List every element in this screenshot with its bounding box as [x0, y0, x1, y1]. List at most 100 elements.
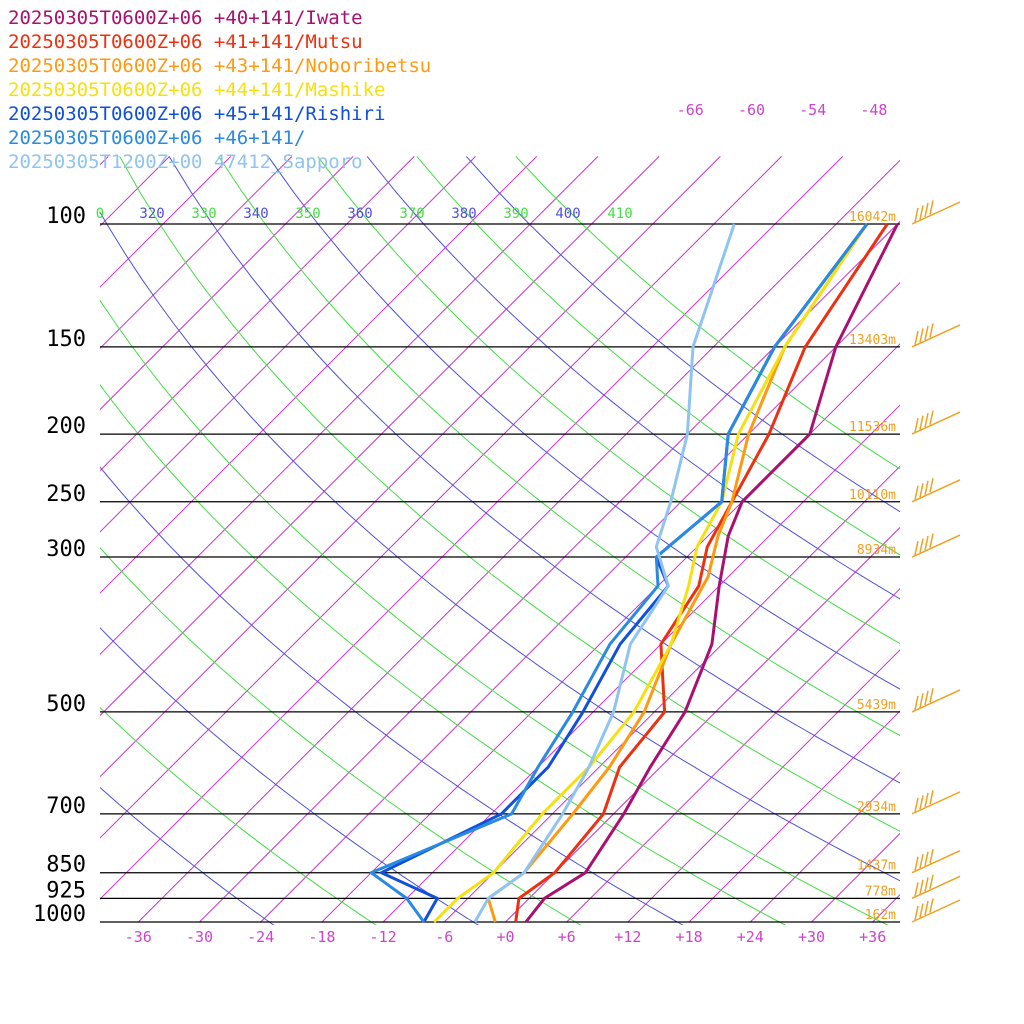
sounding-line [514, 223, 889, 923]
dry-adiabat-line [100, 211, 900, 882]
wind-barb-staff [911, 850, 961, 874]
dry-adiabat-line [100, 786, 275, 925]
isotherm-line [0, 156, 47, 922]
wind-barb [911, 200, 961, 225]
wind-barb-feather [914, 485, 919, 500]
height-label: 16042m [849, 210, 896, 225]
isotherm-line [321, 343, 900, 923]
theta-label: 370 [399, 206, 424, 222]
wind-barb-feather [924, 535, 929, 551]
x-tick-label: +18 [676, 928, 703, 946]
wind-barb-feather [929, 323, 934, 338]
dry-adiabat-line [100, 627, 480, 925]
wind-barb-feather [914, 207, 919, 223]
pressure-label: 850 [46, 853, 86, 878]
wind-barb-feather [929, 874, 934, 890]
x-tick-label: +36 [859, 928, 886, 946]
isotherm-line [260, 281, 900, 923]
sounding-line [524, 223, 899, 923]
height-label: 11536m [849, 420, 896, 435]
wind-barb-feather [924, 900, 929, 916]
height-label: 8934m [857, 543, 896, 558]
dry-adiabat-line [119, 156, 900, 832]
isotherm-line [934, 156, 1024, 922]
isotherm-line [137, 159, 900, 923]
isotherm-line [100, 156, 538, 594]
wind-barb-feather [929, 410, 934, 425]
isotherm-line [627, 649, 900, 923]
wind-barb-staff [911, 479, 961, 503]
theta-label: 340 [243, 206, 268, 222]
sounding-line [486, 223, 869, 923]
theta-label: 380 [451, 206, 476, 222]
isotherm-line [100, 156, 782, 839]
wind-barb-feather [919, 538, 924, 553]
legend-entry: 20250305T0600Z+06 +41+141/Mutsu [8, 31, 363, 53]
isotherm-line [100, 156, 660, 717]
legend: 20250305T0600Z+06 +40+141/Iwate20250305T… [8, 7, 431, 173]
x-tick-label: +12 [614, 928, 641, 946]
wind-barb [911, 533, 961, 558]
sounding-line [473, 223, 736, 923]
theta-label: 410 [607, 206, 632, 222]
dry-adiabat-line [267, 156, 900, 690]
dry-adiabat-line [317, 156, 900, 645]
wind-barb-feather [929, 533, 934, 548]
theta-label: 330 [191, 206, 216, 222]
wind-barb-staff [911, 411, 961, 435]
isotherm-label: -66 [677, 101, 704, 119]
dry-adiabat-line [100, 384, 787, 925]
x-tick-label: -6 [435, 928, 453, 946]
sounding-line [369, 223, 869, 923]
wind-barb-feather [929, 478, 934, 493]
pressure-label: 500 [46, 692, 86, 717]
isotherm-label: -60 [738, 101, 765, 119]
x-tick-label: +24 [737, 928, 764, 946]
wind-barb [911, 478, 961, 503]
wind-barb-staff [911, 324, 961, 348]
height-label: 162m [865, 908, 896, 923]
dry-adiabat-line [100, 547, 582, 925]
dry-adiabat-line [100, 299, 889, 925]
isotherm-line [100, 156, 599, 656]
dry-adiabat-line [100, 706, 377, 925]
legend-entry: 20250305T1200Z+00 47412_Sapporo [8, 151, 363, 173]
x-tick-label: -30 [186, 928, 213, 946]
wind-barb-layer [911, 200, 961, 923]
isotherm-line [443, 465, 900, 923]
wind-barb-staff [911, 689, 961, 713]
wind-barb [911, 898, 961, 923]
wind-barb-feather [919, 205, 924, 220]
theta-label: 350 [295, 206, 320, 222]
wind-barb-feather [914, 330, 919, 346]
theta-label: 0 [96, 206, 104, 222]
pressure-label: 250 [46, 482, 86, 507]
height-label: 1437m [857, 859, 896, 874]
pressure-label: 1000 [33, 902, 86, 927]
wind-barb-feather [919, 328, 924, 343]
wind-barb-feather [929, 898, 934, 913]
legend-entry: 20250305T0600Z+06 +46+141/ [8, 127, 305, 149]
pressure-label: 700 [46, 794, 86, 819]
dry-adiabat-line [218, 156, 900, 737]
wind-barb [911, 874, 961, 900]
pressure-label: 200 [46, 414, 86, 439]
wind-barb-feather [929, 688, 934, 703]
theta-label: 360 [347, 206, 372, 222]
dry-adiabat-line [515, 156, 900, 470]
wind-barb [911, 849, 961, 874]
wind-barb-staff [911, 875, 961, 900]
wind-barb-feather [924, 202, 929, 218]
wind-barb-feather [919, 415, 924, 430]
grid-layer [0, 156, 1024, 925]
isotherm-line [100, 156, 232, 288]
height-label: 13403m [849, 333, 896, 348]
pressure-label: 300 [46, 537, 86, 562]
wind-barb-feather [914, 856, 919, 871]
wind-barb-feather [929, 790, 934, 805]
wind-barb-feather [919, 693, 924, 708]
height-label: 778m [865, 884, 896, 899]
wind-barb [911, 790, 961, 815]
dry-adiabat-line [416, 156, 900, 556]
wind-barb-feather [929, 849, 934, 864]
